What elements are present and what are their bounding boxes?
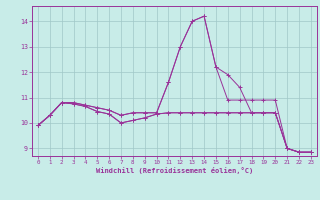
X-axis label: Windchill (Refroidissement éolien,°C): Windchill (Refroidissement éolien,°C) [96, 167, 253, 174]
